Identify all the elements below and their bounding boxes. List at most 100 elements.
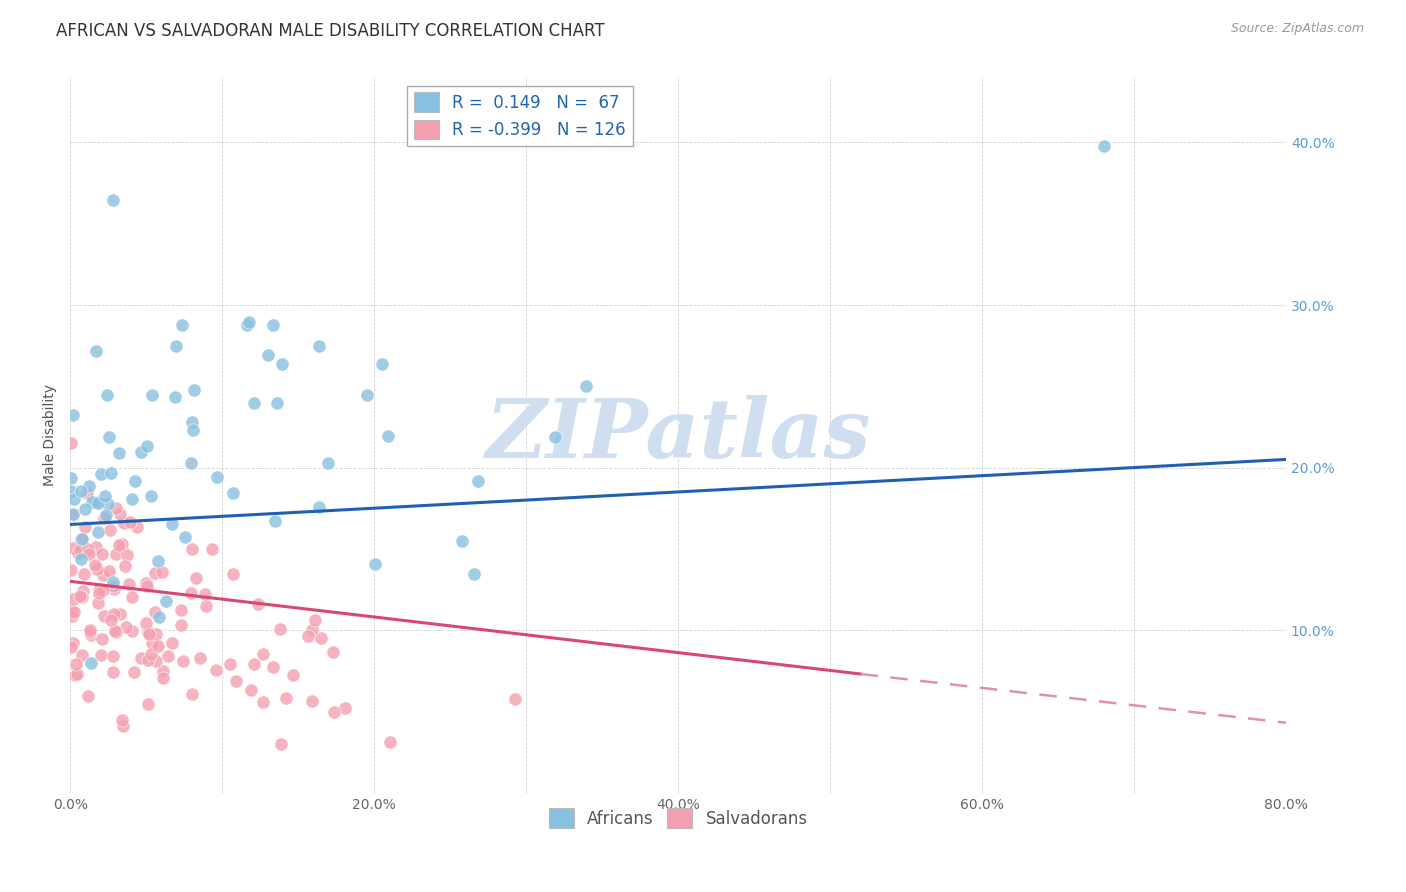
Point bbox=[262, 660, 284, 674]
Point bbox=[170, 318, 193, 332]
Point bbox=[1092, 138, 1115, 153]
Point bbox=[69, 589, 91, 603]
Point bbox=[309, 631, 332, 645]
Point bbox=[62, 507, 84, 521]
Point bbox=[188, 650, 211, 665]
Text: ZIPatlas: ZIPatlas bbox=[485, 395, 870, 475]
Point bbox=[101, 579, 124, 593]
Point bbox=[323, 706, 346, 720]
Point bbox=[77, 542, 100, 557]
Point bbox=[308, 339, 330, 353]
Point bbox=[143, 605, 166, 619]
Point bbox=[77, 478, 100, 492]
Point bbox=[100, 613, 122, 627]
Point bbox=[79, 623, 101, 637]
Point bbox=[139, 648, 162, 662]
Point bbox=[242, 657, 264, 671]
Point bbox=[87, 582, 110, 597]
Point bbox=[120, 515, 142, 529]
Point bbox=[72, 591, 94, 605]
Point bbox=[136, 439, 159, 453]
Point bbox=[121, 624, 143, 638]
Point bbox=[263, 514, 285, 528]
Point bbox=[124, 474, 146, 488]
Point bbox=[180, 456, 202, 470]
Point bbox=[135, 576, 157, 591]
Point bbox=[114, 558, 136, 573]
Point bbox=[84, 541, 107, 555]
Point bbox=[104, 624, 127, 638]
Point bbox=[69, 543, 91, 558]
Point bbox=[60, 608, 83, 623]
Point bbox=[98, 565, 121, 579]
Point bbox=[262, 318, 284, 332]
Point bbox=[170, 617, 193, 632]
Point bbox=[122, 665, 145, 679]
Point bbox=[195, 599, 218, 613]
Point bbox=[194, 587, 217, 601]
Point bbox=[322, 645, 344, 659]
Point bbox=[301, 694, 323, 708]
Point bbox=[97, 498, 120, 512]
Point bbox=[180, 416, 202, 430]
Point bbox=[238, 315, 260, 329]
Point bbox=[111, 537, 134, 551]
Point bbox=[127, 520, 149, 534]
Point bbox=[96, 388, 118, 402]
Point bbox=[91, 582, 114, 597]
Point bbox=[174, 530, 197, 544]
Point bbox=[63, 668, 86, 682]
Point bbox=[112, 516, 135, 530]
Point bbox=[370, 358, 392, 372]
Point bbox=[141, 388, 163, 402]
Point bbox=[60, 603, 83, 617]
Point bbox=[181, 541, 204, 556]
Point bbox=[240, 683, 263, 698]
Point bbox=[155, 594, 177, 608]
Point bbox=[225, 673, 247, 688]
Point bbox=[62, 636, 84, 650]
Point bbox=[135, 579, 157, 593]
Point bbox=[316, 456, 339, 470]
Text: AFRICAN VS SALVADORAN MALE DISABILITY CORRELATION CHART: AFRICAN VS SALVADORAN MALE DISABILITY CO… bbox=[56, 22, 605, 40]
Point bbox=[205, 469, 228, 483]
Point bbox=[138, 627, 160, 641]
Point bbox=[93, 568, 115, 582]
Point bbox=[160, 516, 183, 531]
Point bbox=[62, 541, 84, 555]
Point bbox=[72, 648, 94, 662]
Point bbox=[84, 344, 107, 359]
Point bbox=[83, 558, 105, 573]
Point bbox=[274, 690, 297, 705]
Point bbox=[219, 657, 242, 672]
Point bbox=[377, 428, 399, 442]
Point bbox=[252, 647, 274, 661]
Point bbox=[201, 542, 224, 557]
Point bbox=[84, 495, 107, 509]
Point bbox=[103, 665, 125, 679]
Point bbox=[136, 653, 159, 667]
Point bbox=[131, 651, 153, 665]
Point bbox=[467, 474, 489, 488]
Point bbox=[66, 666, 89, 681]
Legend: Africans, Salvadorans: Africans, Salvadorans bbox=[543, 802, 814, 834]
Point bbox=[77, 547, 100, 561]
Point bbox=[308, 500, 330, 514]
Point bbox=[91, 548, 114, 562]
Point bbox=[94, 508, 117, 522]
Point bbox=[87, 524, 110, 539]
Point bbox=[104, 624, 127, 639]
Point bbox=[148, 610, 170, 624]
Point bbox=[301, 624, 323, 638]
Point bbox=[145, 627, 167, 641]
Point bbox=[256, 348, 278, 362]
Point bbox=[107, 446, 129, 460]
Point bbox=[304, 613, 326, 627]
Point bbox=[72, 532, 94, 546]
Point bbox=[148, 553, 170, 567]
Point bbox=[101, 575, 124, 590]
Point bbox=[222, 566, 245, 581]
Point bbox=[77, 689, 100, 703]
Point bbox=[65, 657, 87, 671]
Point bbox=[297, 629, 319, 643]
